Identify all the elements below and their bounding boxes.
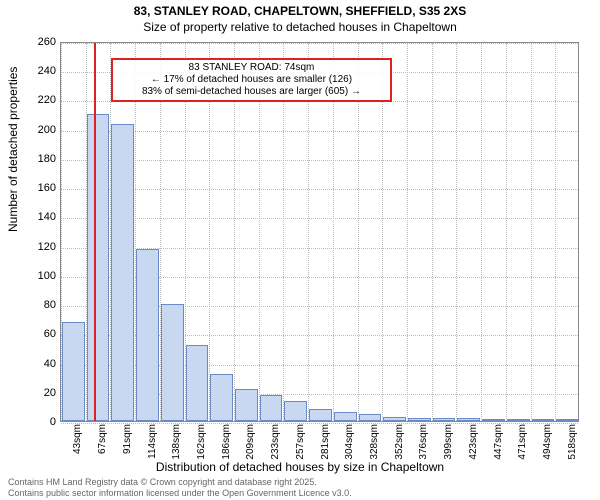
chart-title-line1: 83, STANLEY ROAD, CHAPELTOWN, SHEFFIELD,… xyxy=(0,4,600,18)
xtick-label: 257sqm xyxy=(295,424,306,464)
gridline-h xyxy=(61,218,578,219)
histogram-bar xyxy=(359,414,382,421)
histogram-bar xyxy=(111,124,134,421)
subject-marker-line xyxy=(94,43,96,421)
y-axis-label: Number of detached properties xyxy=(6,67,20,232)
xtick-label: 376sqm xyxy=(418,424,429,464)
histogram-bar xyxy=(235,389,258,421)
gridline-v xyxy=(432,43,433,421)
histogram-bar xyxy=(532,419,555,421)
xtick-label: 138sqm xyxy=(171,424,182,464)
ytick-label: 40 xyxy=(16,358,56,370)
gridline-v xyxy=(407,43,408,421)
ytick-label: 240 xyxy=(16,65,56,77)
histogram-bar xyxy=(309,409,332,421)
footer-line2: Contains public sector information licen… xyxy=(8,488,352,499)
xtick-label: 447sqm xyxy=(493,424,504,464)
annotation-title: 83 STANLEY ROAD: 74sqm xyxy=(119,62,383,74)
chart-title-line2: Size of property relative to detached ho… xyxy=(0,20,600,34)
histogram-bar xyxy=(408,418,431,421)
gridline-v xyxy=(506,43,507,421)
histogram-bar xyxy=(383,417,406,421)
footer-attribution: Contains HM Land Registry data © Crown c… xyxy=(8,477,352,499)
ytick-label: 120 xyxy=(16,241,56,253)
xtick-label: 114sqm xyxy=(147,424,158,464)
gridline-v xyxy=(531,43,532,421)
xtick-label: 162sqm xyxy=(196,424,207,464)
gridline-h xyxy=(61,131,578,132)
ytick-label: 20 xyxy=(16,387,56,399)
xtick-label: 43sqm xyxy=(72,424,83,464)
ytick-label: 180 xyxy=(16,153,56,165)
plot-area: 83 STANLEY ROAD: 74sqm← 17% of detached … xyxy=(60,42,579,422)
ytick-label: 60 xyxy=(16,328,56,340)
xtick-label: 209sqm xyxy=(245,424,256,464)
xtick-label: 518sqm xyxy=(567,424,578,464)
histogram-bar xyxy=(260,395,283,421)
annotation-line2: ← 17% of detached houses are smaller (12… xyxy=(119,74,383,86)
histogram-bar xyxy=(556,419,579,421)
histogram-bar xyxy=(507,419,530,421)
xtick-label: 471sqm xyxy=(517,424,528,464)
xtick-label: 91sqm xyxy=(122,424,133,464)
histogram-bar xyxy=(210,374,233,421)
ytick-label: 0 xyxy=(16,416,56,428)
histogram-bar xyxy=(136,249,159,421)
histogram-bar xyxy=(284,401,307,421)
ytick-label: 160 xyxy=(16,182,56,194)
xtick-label: 304sqm xyxy=(344,424,355,464)
ytick-label: 140 xyxy=(16,211,56,223)
chart-container: 83, STANLEY ROAD, CHAPELTOWN, SHEFFIELD,… xyxy=(0,0,600,500)
ytick-label: 80 xyxy=(16,299,56,311)
histogram-bar xyxy=(186,345,209,421)
gridline-h xyxy=(61,160,578,161)
histogram-bar xyxy=(433,418,456,421)
histogram-bar xyxy=(62,322,85,421)
gridline-v xyxy=(481,43,482,421)
xtick-label: 399sqm xyxy=(443,424,454,464)
xtick-label: 67sqm xyxy=(97,424,108,464)
annotation-box: 83 STANLEY ROAD: 74sqm← 17% of detached … xyxy=(111,58,391,102)
histogram-bar xyxy=(87,114,110,421)
xtick-label: 186sqm xyxy=(221,424,232,464)
ytick-label: 220 xyxy=(16,94,56,106)
ytick-label: 100 xyxy=(16,270,56,282)
annotation-line3: 83% of semi-detached houses are larger (… xyxy=(119,86,383,98)
footer-line1: Contains HM Land Registry data © Crown c… xyxy=(8,477,352,488)
xtick-label: 423sqm xyxy=(468,424,479,464)
gridline-v xyxy=(456,43,457,421)
xtick-label: 494sqm xyxy=(542,424,553,464)
gridline-v xyxy=(555,43,556,421)
xtick-label: 233sqm xyxy=(270,424,281,464)
histogram-bar xyxy=(457,418,480,421)
gridline-h xyxy=(61,189,578,190)
xtick-label: 281sqm xyxy=(320,424,331,464)
ytick-label: 200 xyxy=(16,124,56,136)
gridline-h xyxy=(61,43,578,44)
histogram-bar xyxy=(482,419,505,421)
histogram-bar xyxy=(161,304,184,421)
xtick-label: 328sqm xyxy=(369,424,380,464)
ytick-label: 260 xyxy=(16,36,56,48)
xtick-label: 352sqm xyxy=(394,424,405,464)
histogram-bar xyxy=(334,412,357,421)
